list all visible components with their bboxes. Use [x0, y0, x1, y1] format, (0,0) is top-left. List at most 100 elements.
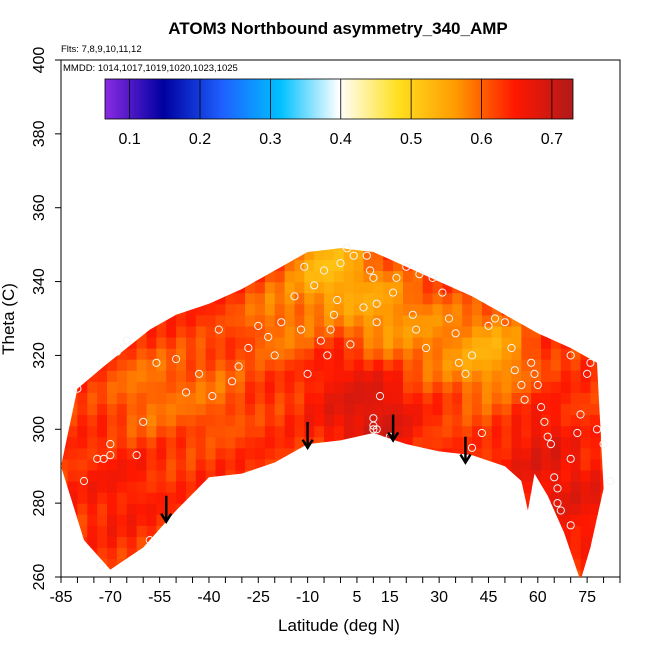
field-cell [452, 514, 463, 526]
field-cell [245, 259, 256, 272]
field-cell [373, 469, 384, 482]
field-cell [393, 469, 404, 482]
field-cell [412, 547, 424, 560]
field-cell [343, 425, 355, 438]
field-cell [245, 536, 256, 549]
field-cell [186, 248, 197, 249]
sample-point [566, 351, 575, 360]
field-cell [324, 392, 335, 405]
field-cell [393, 270, 404, 283]
field-cell [343, 414, 355, 427]
field-cell [235, 303, 246, 316]
field-cell [333, 337, 345, 349]
field-cell [620, 503, 631, 515]
field-cell [472, 536, 483, 549]
field-cell [166, 259, 177, 272]
field-cell [501, 503, 513, 515]
sample-point [477, 428, 486, 438]
field-cell [186, 303, 197, 316]
sample-point [372, 299, 381, 308]
field-cell [501, 292, 513, 305]
field-cell [570, 425, 582, 438]
field-cell [156, 447, 167, 460]
field-cell [363, 436, 374, 449]
field-cell [452, 281, 463, 294]
sample-point [336, 259, 345, 268]
field-cell [146, 314, 157, 327]
field-cell [541, 370, 552, 382]
field-cell [195, 481, 207, 493]
field-cell [462, 514, 473, 526]
field-cell [195, 492, 207, 504]
field-cell [501, 414, 513, 427]
field-cell [285, 581, 296, 593]
field-cell [383, 370, 394, 382]
field-cell [590, 314, 601, 327]
field-cell [373, 259, 384, 272]
field-cell [343, 248, 355, 249]
field-cell [324, 381, 335, 393]
field-cell [235, 292, 246, 305]
field-cell [126, 314, 138, 327]
field-cell [294, 248, 305, 249]
field-cell [314, 525, 325, 537]
field-cell [610, 492, 621, 504]
field-cell [87, 581, 98, 593]
field-cell [186, 581, 197, 593]
field-cell [274, 425, 286, 438]
field-cell [412, 281, 424, 294]
field-cell [116, 536, 128, 549]
field-cell [156, 281, 167, 294]
field-cell [61, 436, 69, 449]
x-tick-label: -40 [197, 589, 220, 606]
field-cell [136, 414, 148, 427]
field-cell [590, 281, 601, 294]
field-cell [67, 292, 79, 305]
field-cell [560, 569, 572, 577]
field-cell [166, 492, 177, 504]
field-cell [521, 558, 532, 571]
field-cell [225, 303, 236, 316]
field-cell [146, 458, 157, 471]
field-cell [87, 558, 98, 571]
y-tick-label: 360 [31, 194, 48, 221]
field-cell [107, 514, 118, 526]
field-cell [195, 436, 207, 449]
field-cell [166, 458, 177, 471]
field-cell [521, 436, 532, 449]
field-cell [205, 492, 217, 504]
field-cell [570, 281, 582, 294]
field-cell [383, 514, 394, 526]
field-cell [215, 514, 226, 526]
field-cell [333, 303, 345, 316]
field-cell [67, 303, 79, 316]
field-cell [166, 481, 177, 493]
field-cell [116, 292, 128, 305]
field-cell [511, 558, 522, 571]
field-cell [501, 514, 513, 526]
field-cell [580, 558, 591, 571]
field-cell [472, 481, 483, 493]
field-cell [383, 248, 394, 260]
x-tick-label: 5 [352, 589, 361, 606]
sample-point [296, 325, 306, 334]
flight-arrow [459, 436, 472, 465]
field-cell [235, 581, 246, 593]
field-cell [580, 325, 591, 338]
field-cell [383, 270, 394, 283]
field-cell [570, 514, 582, 526]
field-cell [87, 337, 98, 349]
field-cell [215, 414, 226, 427]
field-cell [610, 282, 621, 294]
field-cell [363, 359, 374, 371]
field-cell [324, 536, 335, 549]
field-cell [205, 303, 217, 316]
field-cell [383, 292, 394, 305]
field-cell [107, 547, 118, 560]
sample-point [366, 266, 375, 275]
field-cell [77, 447, 88, 460]
field-cell [383, 525, 394, 537]
field-cell [531, 259, 542, 272]
sample-point [343, 244, 352, 253]
field-cell [136, 536, 148, 549]
